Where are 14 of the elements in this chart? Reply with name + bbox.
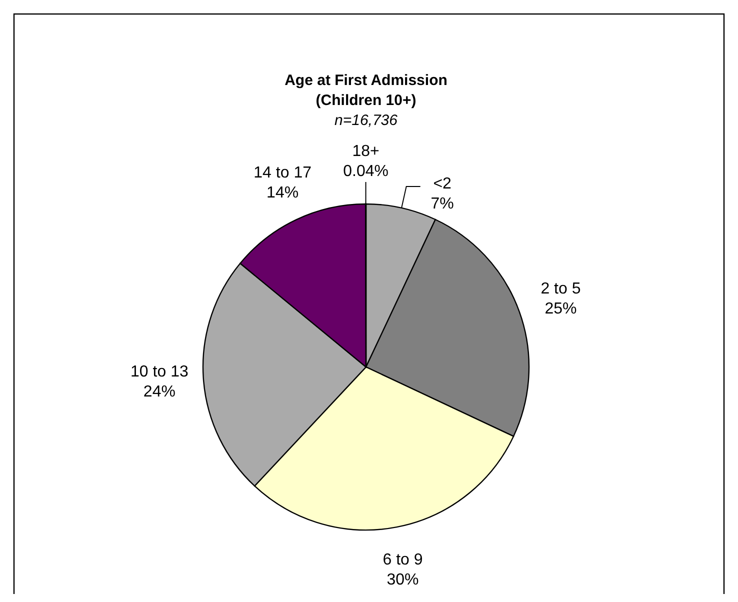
chart-title: Age at First Admission (Children 10+) (284, 72, 448, 109)
data-label: 25% (544, 300, 577, 318)
data-label: 7% (430, 195, 454, 212)
chart-subtitle: n=16,736 (334, 112, 398, 129)
data-label: 0.04% (343, 163, 388, 180)
slice-label: 10 to 13 (130, 363, 188, 380)
data-label: 30% (386, 571, 419, 588)
slice-label: 2 to 5 (540, 280, 581, 298)
data-label: 14% (266, 184, 299, 202)
slice-label: 18+ (352, 143, 380, 160)
slice-label: 14 to 17 (254, 164, 312, 182)
slice-label: 6 to 9 (382, 551, 423, 568)
data-label: 24% (143, 383, 176, 400)
slice-label: <2 (433, 175, 452, 192)
